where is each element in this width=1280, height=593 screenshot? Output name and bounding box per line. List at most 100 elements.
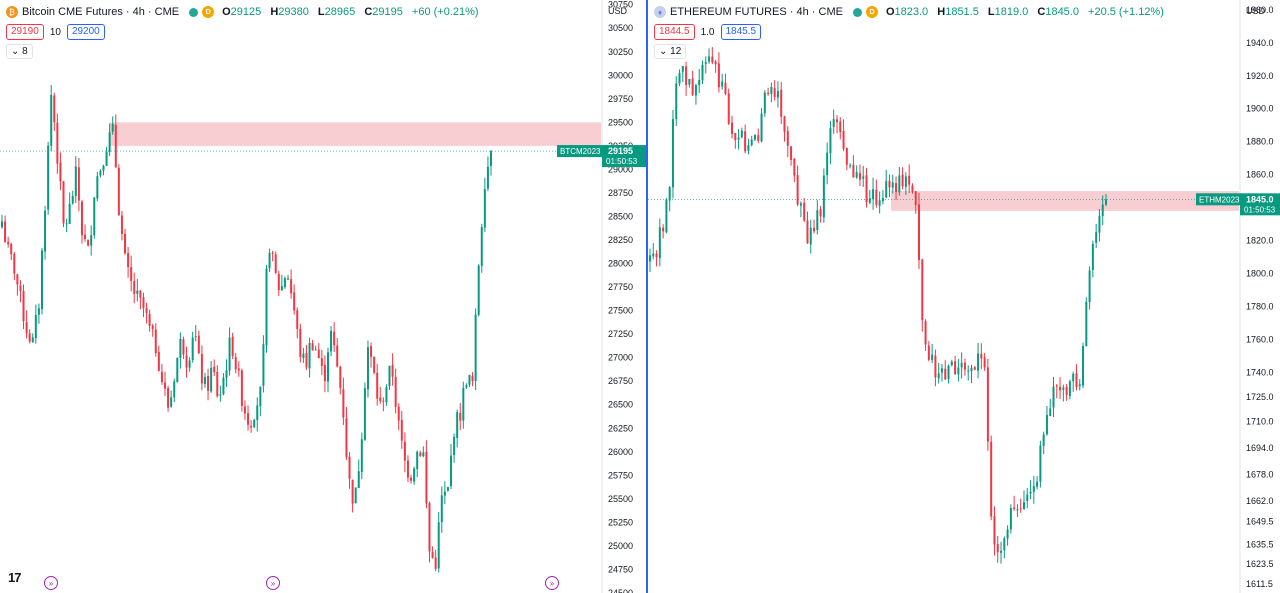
candle-body bbox=[888, 180, 891, 188]
candle-body bbox=[77, 167, 80, 201]
candle-body bbox=[865, 175, 868, 203]
candle-body bbox=[62, 181, 65, 224]
candle-body bbox=[691, 78, 694, 95]
eth-indicators-toggle[interactable]: ⌄ 12 bbox=[654, 44, 687, 59]
candle-body bbox=[19, 285, 22, 291]
candle-body bbox=[474, 314, 477, 381]
eth-candlestick-chart[interactable]: 1611.5 1623.5 1635.5 1649.5 1662.0 1678.0 1694… bbox=[648, 0, 1280, 593]
candle-body bbox=[927, 345, 930, 360]
candle-body bbox=[960, 362, 963, 368]
candle-body bbox=[471, 375, 474, 382]
candle-body bbox=[323, 364, 326, 382]
candle-body bbox=[413, 468, 416, 482]
candle-body bbox=[717, 63, 720, 88]
btc-sell-button[interactable]: 29190 bbox=[6, 24, 44, 40]
eth-currency-selector[interactable]: USD bbox=[1246, 6, 1266, 16]
price-tag-value: 29195 bbox=[608, 146, 633, 156]
candle-body bbox=[96, 176, 99, 199]
eth-high: 1851.5 bbox=[945, 6, 979, 18]
y-tick-label: 1940.0 bbox=[1246, 38, 1274, 48]
delayed-data-badge[interactable]: D bbox=[202, 6, 215, 18]
eth-close: 1845.0 bbox=[1045, 6, 1079, 18]
btc-quantity[interactable]: 10 bbox=[49, 26, 61, 38]
candle-body bbox=[25, 321, 28, 334]
candle-body bbox=[240, 370, 243, 406]
candle-body bbox=[305, 353, 308, 368]
candle-body bbox=[182, 339, 185, 355]
eth-chart-pane[interactable]: 1611.5 1623.5 1635.5 1649.5 1662.0 1678.0 1694… bbox=[648, 0, 1280, 593]
eth-sell-button[interactable]: 1844.5 bbox=[654, 24, 695, 40]
candle-body bbox=[757, 135, 760, 141]
market-open-icon bbox=[189, 7, 199, 17]
candle-body bbox=[967, 370, 970, 372]
candle-body bbox=[708, 56, 711, 62]
candle-body bbox=[44, 210, 47, 252]
candle-body bbox=[225, 370, 228, 378]
candle-body bbox=[210, 367, 213, 392]
candle-body bbox=[1000, 550, 1003, 553]
goto-realtime-icon[interactable]: » bbox=[545, 576, 559, 590]
candle-body bbox=[102, 165, 105, 171]
candle-body bbox=[342, 389, 345, 418]
market-open-icon bbox=[852, 7, 862, 17]
candle-body bbox=[901, 174, 904, 187]
candle-body bbox=[379, 397, 382, 402]
candle-body bbox=[977, 353, 980, 371]
candle-body bbox=[253, 419, 256, 428]
candle-body bbox=[675, 83, 678, 120]
candle-body bbox=[904, 176, 907, 187]
candle-body bbox=[973, 367, 976, 370]
btc-indicators-toggle[interactable]: ⌄ 8 bbox=[6, 44, 33, 59]
tradingview-logo[interactable]: 17 bbox=[8, 570, 22, 585]
candle-body bbox=[835, 119, 838, 123]
goto-realtime-icon[interactable]: » bbox=[44, 576, 58, 590]
candle-body bbox=[1026, 494, 1029, 502]
candle-body bbox=[363, 388, 366, 440]
candle-body bbox=[330, 330, 333, 352]
btc-open: 29125 bbox=[230, 6, 262, 18]
btc-buy-button[interactable]: 29200 bbox=[66, 24, 105, 40]
btc-currency-selector[interactable]: USD bbox=[608, 6, 628, 16]
eth-symbol-title[interactable]: ETHEREUM FUTURES · 4h · CME bbox=[670, 6, 843, 18]
btc-symbol-title[interactable]: Bitcoin CME Futures · 4h · CME bbox=[22, 6, 180, 18]
candle-body bbox=[655, 253, 658, 258]
candle-body bbox=[327, 352, 329, 382]
candle-body bbox=[50, 94, 53, 146]
candle-body bbox=[1052, 386, 1055, 408]
candle-body bbox=[40, 250, 43, 310]
candle-body bbox=[1036, 481, 1039, 487]
candle-body bbox=[862, 176, 865, 179]
candle-body bbox=[71, 195, 74, 204]
candle-body bbox=[996, 544, 999, 553]
candle-body bbox=[410, 477, 413, 481]
candle-body bbox=[234, 357, 237, 370]
candle-body bbox=[22, 291, 25, 322]
candle-body bbox=[750, 139, 753, 146]
y-tick-label: 1740.0 bbox=[1246, 367, 1274, 377]
candle-body bbox=[819, 209, 822, 217]
eth-buy-button[interactable]: 1845.5 bbox=[720, 24, 762, 40]
y-tick-label: 28250 bbox=[608, 235, 633, 245]
y-tick-label: 28000 bbox=[608, 259, 633, 269]
candle-body bbox=[176, 357, 179, 382]
candle-body bbox=[287, 278, 290, 280]
btc-chart-pane[interactable]: 24500 24750 25000 25250 25500 25750 26000 26250… bbox=[0, 0, 646, 593]
candle-body bbox=[366, 347, 369, 390]
delayed-data-badge[interactable]: D bbox=[865, 6, 878, 18]
candle-body bbox=[734, 133, 737, 141]
btc-candlestick-chart[interactable]: 24500 24750 25000 25250 25500 25750 26000 26250… bbox=[0, 0, 646, 593]
candle-body bbox=[394, 376, 397, 407]
y-tick-label: 27750 bbox=[608, 282, 633, 292]
candle-body bbox=[93, 197, 96, 236]
candle-body bbox=[891, 182, 894, 188]
candle-body bbox=[790, 146, 793, 160]
candle-body bbox=[431, 552, 434, 558]
y-tick-label: 1820.0 bbox=[1246, 235, 1274, 245]
candle-body bbox=[1059, 386, 1062, 391]
candle-body bbox=[704, 62, 707, 64]
candle-body bbox=[803, 202, 806, 221]
goto-realtime-icon[interactable]: » bbox=[266, 576, 280, 590]
candle-body bbox=[271, 252, 274, 254]
eth-quantity[interactable]: 1.0 bbox=[700, 26, 715, 38]
candle-body bbox=[701, 64, 704, 81]
